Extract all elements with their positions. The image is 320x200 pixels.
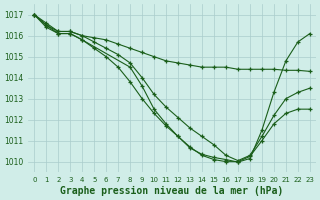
X-axis label: Graphe pression niveau de la mer (hPa): Graphe pression niveau de la mer (hPa)	[60, 186, 284, 196]
